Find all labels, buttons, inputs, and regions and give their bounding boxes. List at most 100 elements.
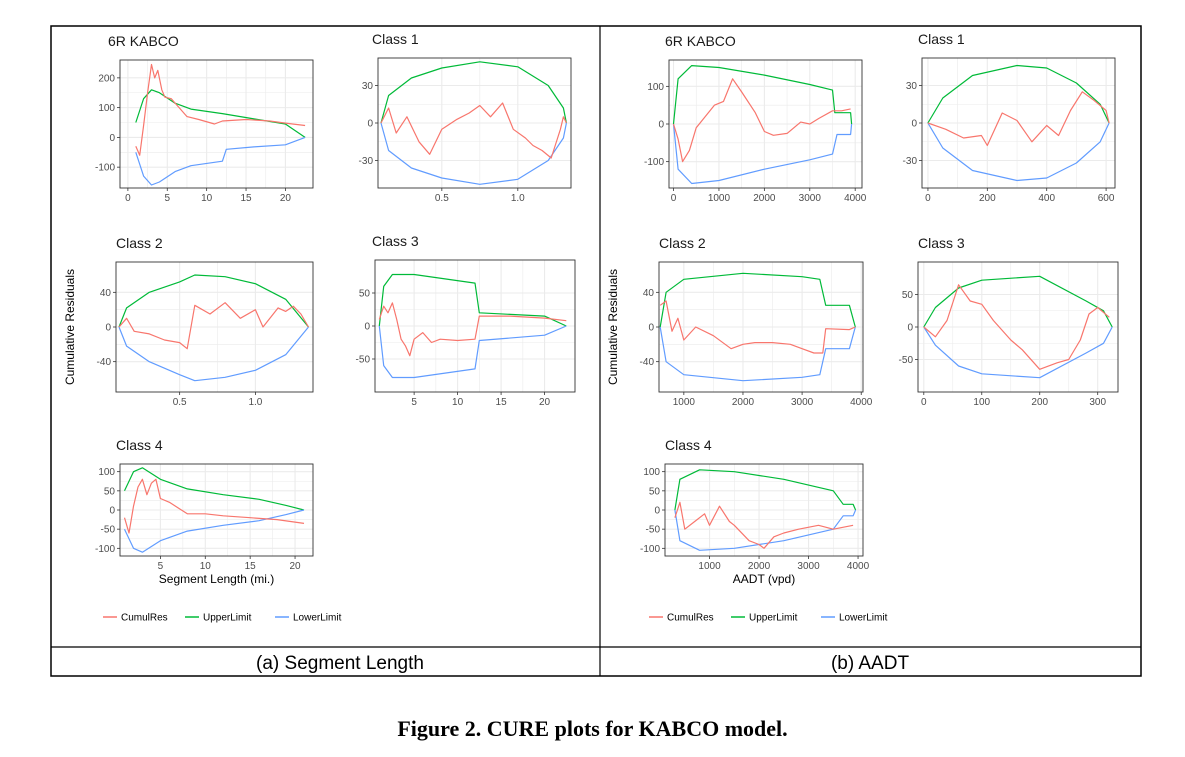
- lower-limit-line: [923, 326, 1113, 379]
- footer-right-label: (b) AADT: [831, 653, 910, 674]
- lower-limit-line: [380, 122, 567, 185]
- chart-panel-9: Class 4 5 10 15 20 -100 -50 0 50 100 Segment Lengt…: [95, 437, 314, 586]
- x-tick-label: 2000: [732, 397, 755, 408]
- panel-title: Class 1: [918, 31, 965, 47]
- panel-title: Class 3: [372, 233, 419, 249]
- figure-frame: [50, 25, 1142, 677]
- x-tick-label: 0: [671, 193, 677, 204]
- chart-panel-2: Class 1 0.5 1.0 -30 0 30: [359, 31, 572, 204]
- cumul-res-line: [672, 78, 851, 163]
- y-tick-label: -50: [899, 355, 914, 366]
- plot-border: [115, 261, 314, 393]
- x-tick-label: 2000: [748, 561, 771, 572]
- chart-panel-6: Class 3 5 10 15 20 -50 0 50: [356, 233, 576, 408]
- y-tick-label: 100: [643, 467, 660, 478]
- x-tick-label: 15: [240, 193, 252, 204]
- lower-limit-line: [927, 122, 1110, 182]
- lower-limit-line: [135, 136, 306, 186]
- y-tick-label: 100: [647, 82, 664, 93]
- x-tick-label: 400: [1038, 193, 1055, 204]
- x-tick-label: 1.0: [511, 193, 525, 204]
- panel-title: Class 4: [665, 437, 712, 453]
- x-tick-label: 10: [452, 397, 464, 408]
- x-tick-label: 10: [201, 193, 213, 204]
- x-axis-label: AADT (vpd): [733, 572, 795, 586]
- y-tick-label: 0: [654, 506, 660, 517]
- plot-border: [119, 59, 314, 189]
- upper-limit-line: [672, 64, 853, 125]
- x-tick-label: 0.5: [435, 193, 449, 204]
- upper-limit-line: [674, 469, 857, 511]
- y-tick-label: 0: [367, 119, 373, 130]
- y-tick-label: 50: [649, 486, 661, 497]
- y-tick-label: 0: [911, 119, 917, 130]
- y-tick-label: 200: [98, 73, 115, 84]
- y-tick-label: -100: [640, 544, 660, 555]
- cumul-res-line: [674, 501, 854, 549]
- y-tick-label: 30: [362, 81, 374, 92]
- x-tick-label: 4000: [844, 193, 867, 204]
- y-tick-label: 40: [100, 288, 112, 299]
- x-tick-label: 5: [411, 397, 417, 408]
- cumul-res-line: [378, 302, 567, 357]
- x-tick-label: 20: [280, 193, 292, 204]
- upper-limit-line: [927, 64, 1110, 124]
- y-tick-label: -30: [903, 156, 918, 167]
- cumul-res-line: [927, 91, 1110, 147]
- plot-border: [374, 259, 576, 393]
- x-tick-label: 200: [979, 193, 996, 204]
- chart-panel-1: 6R KABCO 0 5 10 15 20 -100 0 100 200: [95, 33, 314, 204]
- cumul-res-line: [123, 478, 305, 534]
- y-tick-label: 50: [104, 486, 116, 497]
- legend-label: CumulRes: [667, 613, 714, 624]
- figure-caption: Figure 2. CURE plots for KABCO model.: [397, 716, 788, 741]
- y-tick-label: 0: [109, 133, 115, 144]
- legends: CumulRes UpperLimit LowerLimit CumulRes Uppe…: [103, 613, 888, 624]
- x-tick-label: 100: [973, 397, 990, 408]
- y-tick-label: -30: [359, 156, 374, 167]
- y-tick-label: -50: [356, 355, 371, 366]
- panel-title: Class 2: [116, 235, 163, 251]
- x-tick-label: 4000: [847, 561, 870, 572]
- x-tick-label: 10: [200, 561, 212, 572]
- legend-label: UpperLimit: [749, 613, 798, 624]
- y-tick-label: 0: [658, 120, 664, 131]
- upper-limit-line: [118, 274, 309, 328]
- y-tick-label: -50: [646, 525, 661, 536]
- y-axis-label: Cumulative Residuals: [606, 269, 620, 385]
- y-tick-label: -50: [101, 525, 116, 536]
- y-tick-label: 40: [643, 288, 655, 299]
- x-tick-label: 1.0: [248, 397, 262, 408]
- y-tick-label: 0: [364, 322, 370, 333]
- cumul-res-line: [923, 284, 1110, 370]
- chart-panel-8: Class 3 0 100 200 300 -50 0 50: [899, 235, 1119, 408]
- x-tick-label: 5: [164, 193, 170, 204]
- upper-limit-line: [378, 273, 567, 327]
- plot-border: [119, 463, 314, 557]
- x-tick-label: 0: [925, 193, 931, 204]
- y-tick-label: 100: [98, 467, 115, 478]
- plot-border: [668, 59, 863, 189]
- y-tick-label: 50: [902, 290, 914, 301]
- lower-limit-line: [378, 325, 567, 379]
- legend-label: CumulRes: [121, 613, 168, 624]
- y-tick-label: 100: [98, 103, 115, 114]
- footer-left-label: (a) Segment Length: [256, 653, 424, 674]
- y-axis-label: Cumulative Residuals: [63, 269, 77, 385]
- y-tick-label: 0: [907, 323, 913, 334]
- x-tick-label: 3000: [799, 193, 822, 204]
- x-tick-label: 300: [1089, 397, 1106, 408]
- x-tick-label: 15: [245, 561, 257, 572]
- cumul-res-line: [659, 300, 856, 354]
- panel-title: Class 2: [659, 235, 706, 251]
- y-tick-label: 0: [109, 506, 115, 517]
- chart-panel-7: Class 2 1000 2000 3000 4000 -40 0 40 Cumulative …: [606, 235, 873, 408]
- x-tick-label: 200: [1031, 397, 1048, 408]
- x-tick-label: 600: [1098, 193, 1115, 204]
- chart-panel-3: 6R KABCO 0 1000 2000 3000 4000 -100 0 100: [644, 33, 867, 204]
- plot-border: [921, 57, 1116, 189]
- x-axis-label: Segment Length (mi.): [159, 572, 274, 586]
- x-tick-label: 15: [496, 397, 508, 408]
- lower-limit-line: [659, 326, 856, 382]
